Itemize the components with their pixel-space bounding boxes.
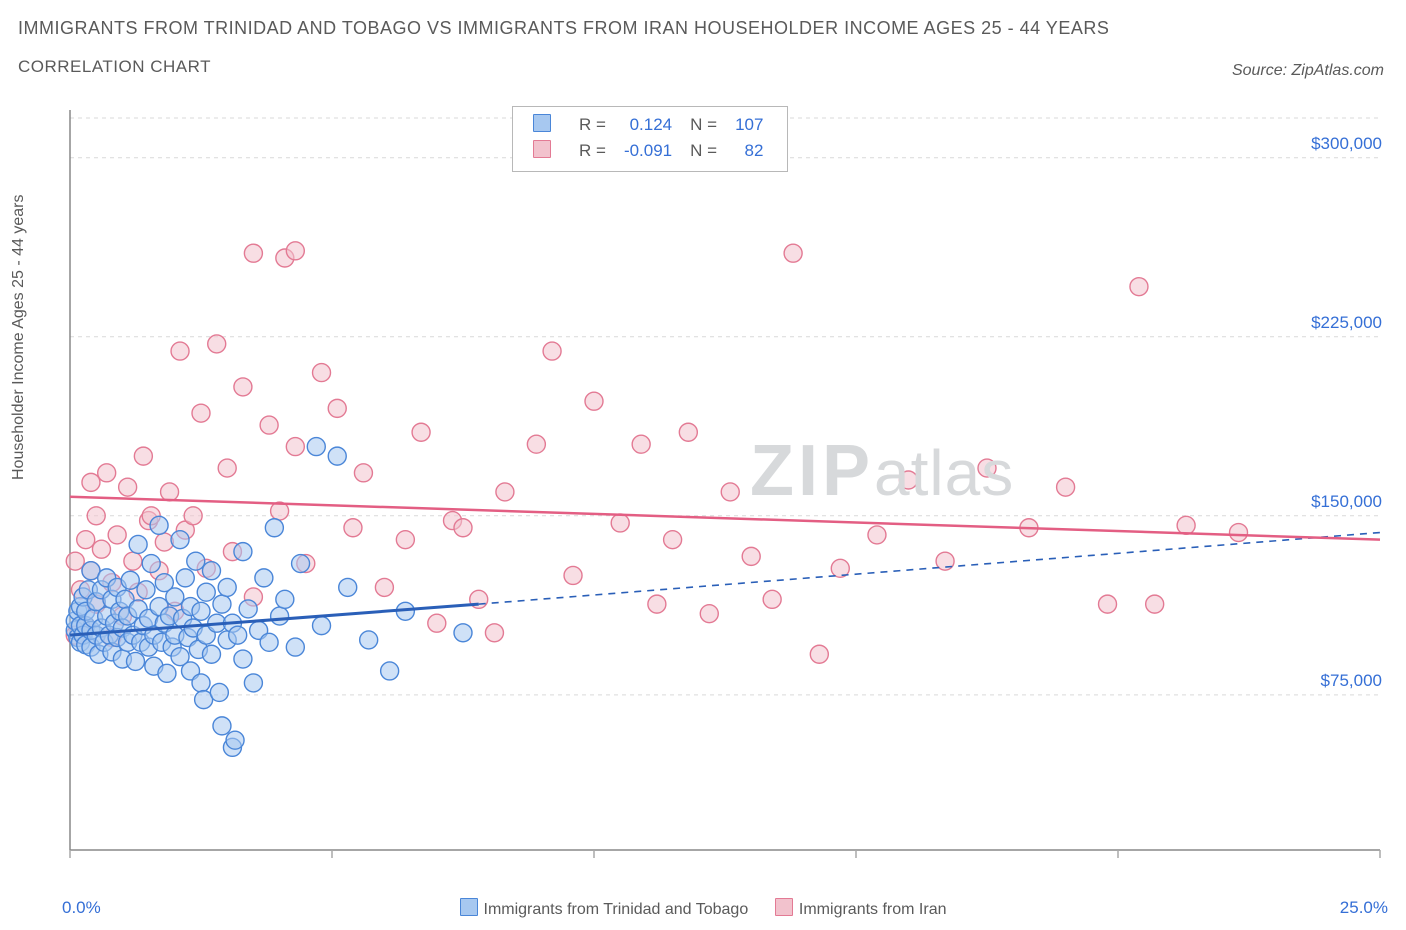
source-attribution: Source: ZipAtlas.com xyxy=(1232,62,1384,80)
scatter-plot: ZIPatlas R = 0.124 N = 107 R = -0.091 N … xyxy=(60,100,1390,860)
y-tick-label: $150,000 xyxy=(1311,492,1382,512)
chart-title-line-2: CORRELATION CHART xyxy=(18,57,1109,77)
legend-label-series-b: Immigrants from Iran xyxy=(799,901,947,918)
chart-title-line-1: IMMIGRANTS FROM TRINIDAD AND TOBAGO VS I… xyxy=(18,18,1109,39)
bottom-legend: Immigrants from Trinidad and Tobago Immi… xyxy=(0,898,1406,919)
y-tick-label: $75,000 xyxy=(1321,671,1382,691)
legend-label-series-a: Immigrants from Trinidad and Tobago xyxy=(484,901,749,918)
stats-row-series-b: R = -0.091 N = 82 xyxy=(525,139,771,163)
y-tick-label: $300,000 xyxy=(1311,134,1382,154)
y-axis-label: Householder Income Ages 25 - 44 years xyxy=(10,195,28,481)
stats-row-series-a: R = 0.124 N = 107 xyxy=(525,113,771,137)
correlation-stats-box: R = 0.124 N = 107 R = -0.091 N = 82 xyxy=(512,106,788,172)
y-tick-label: $225,000 xyxy=(1311,313,1382,333)
